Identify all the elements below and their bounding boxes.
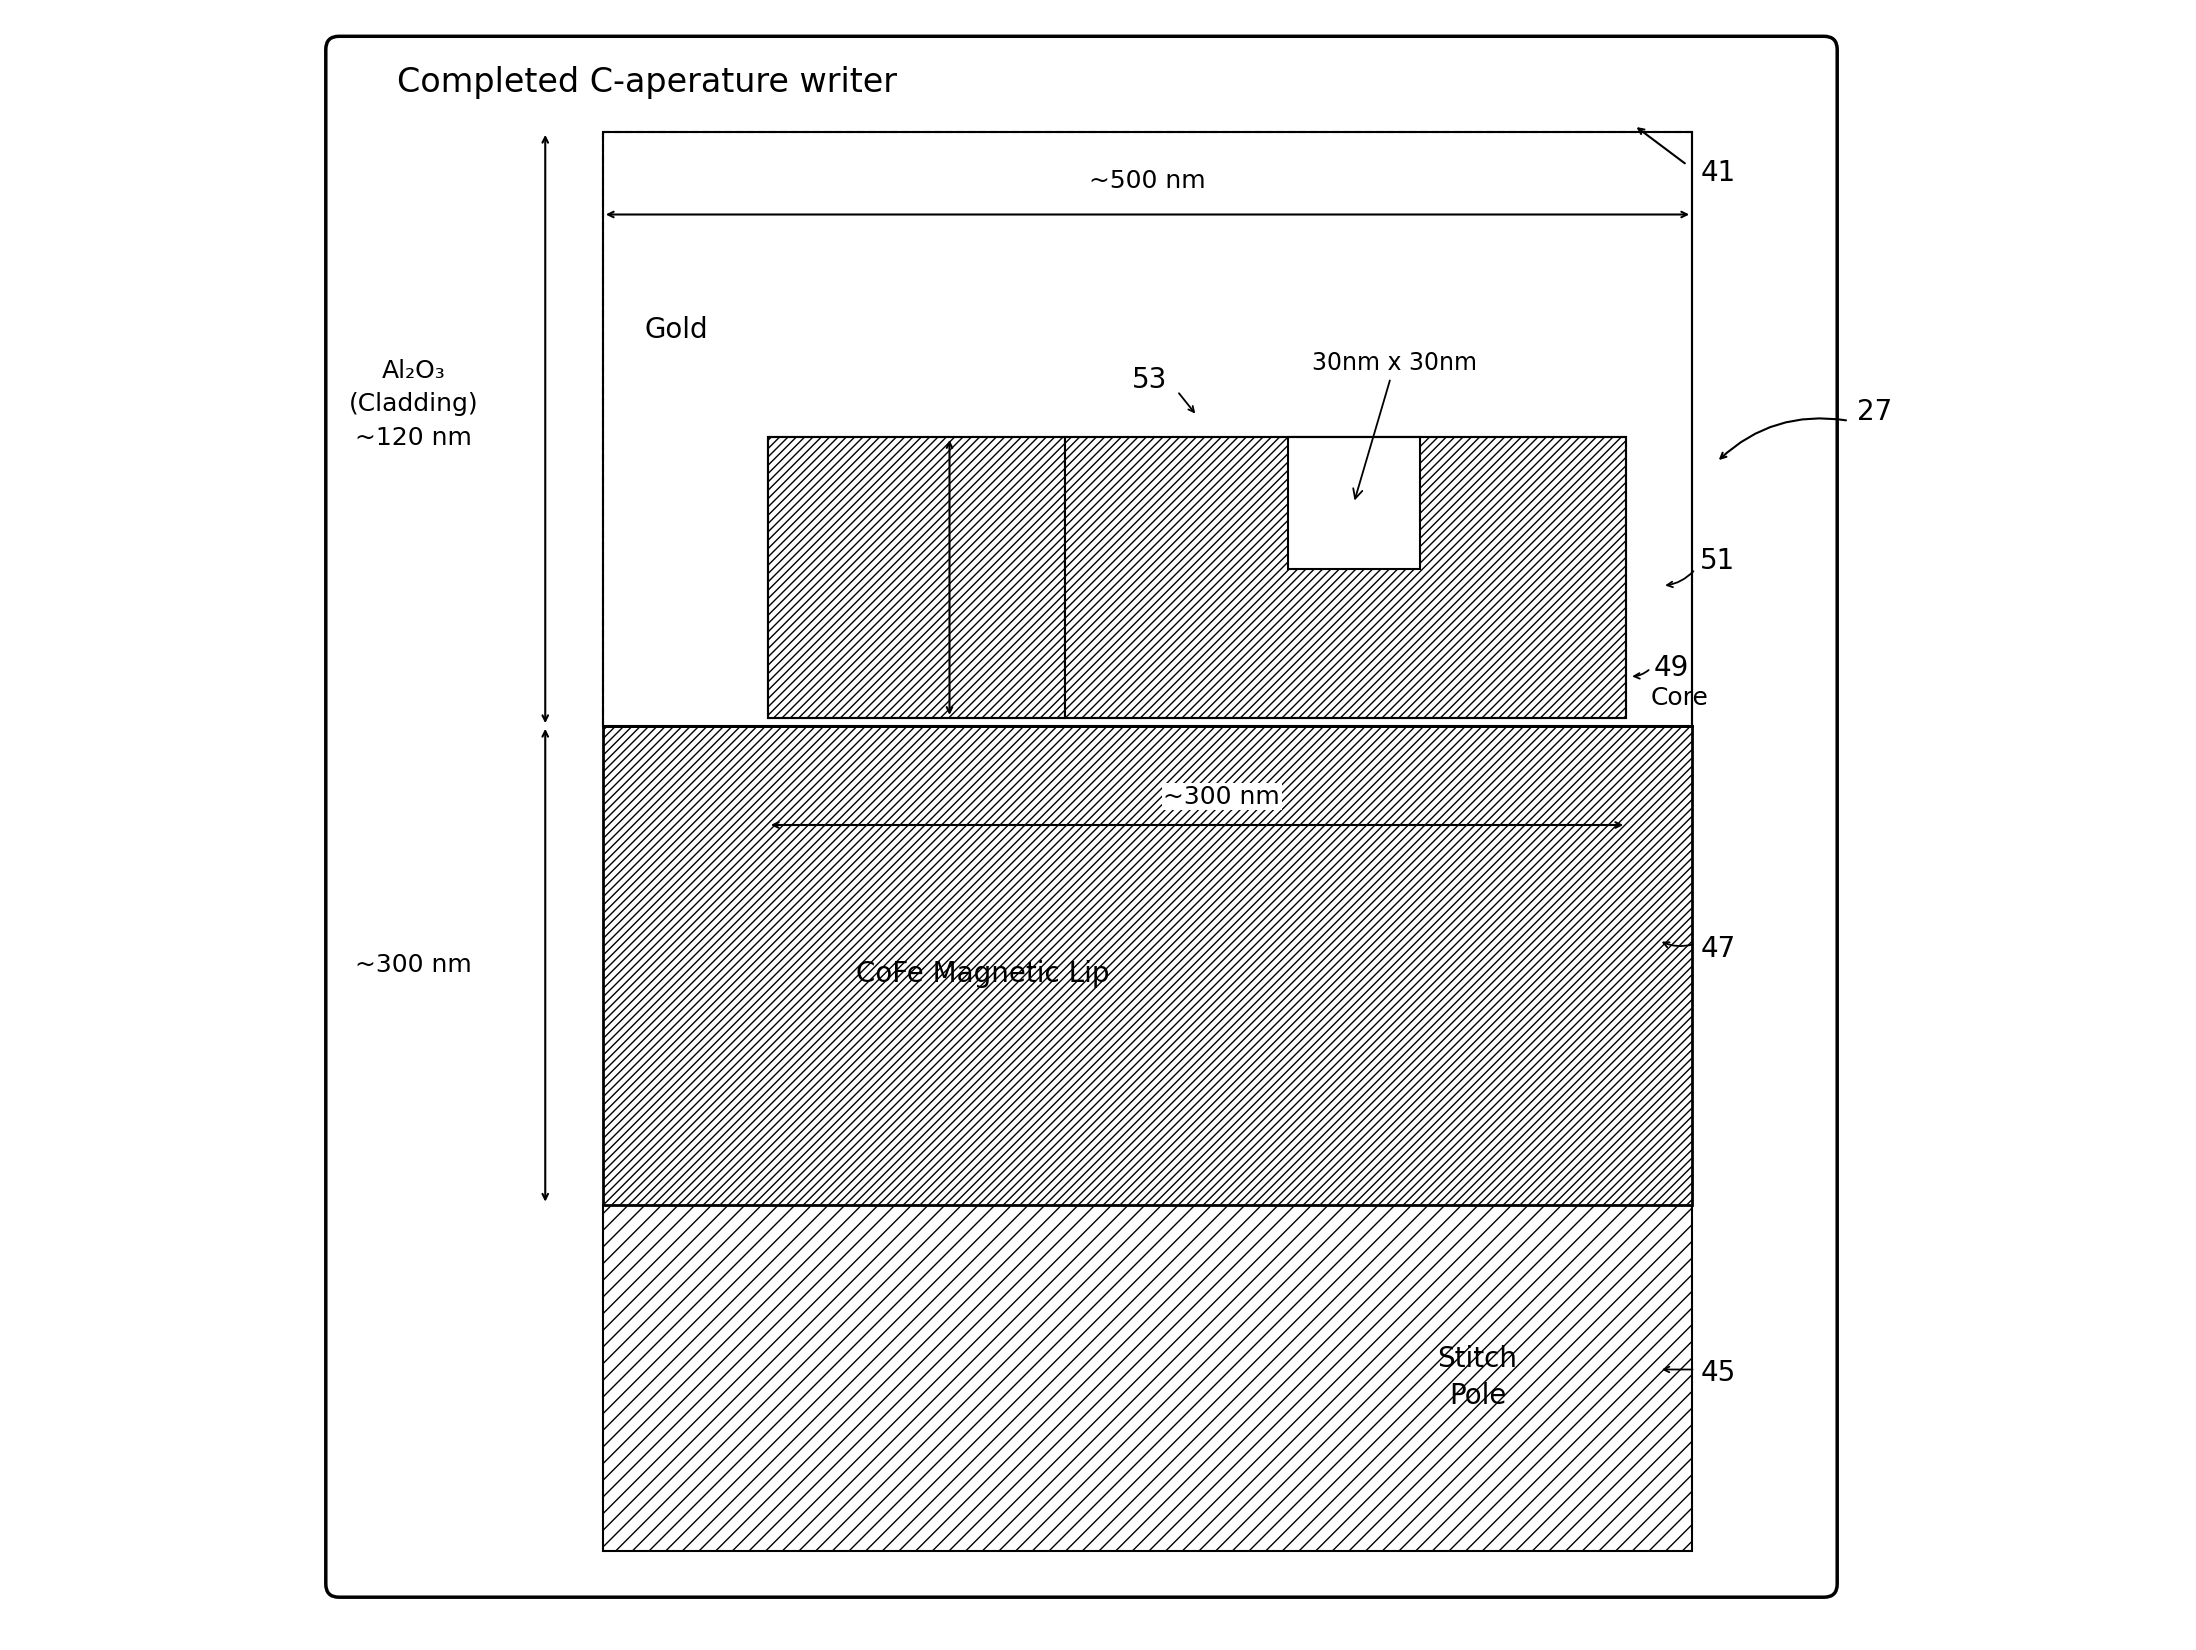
Bar (604, 132, 1691, 726)
Text: 53: 53 (1131, 366, 1168, 393)
Text: ~300 nm: ~300 nm (356, 954, 472, 977)
Text: Completed C-aperature writer: Completed C-aperature writer (397, 66, 896, 99)
Text: SiO₂: SiO₂ (859, 558, 911, 581)
Text: 49: 49 (1654, 655, 1689, 681)
Text: 45: 45 (1700, 1360, 1735, 1386)
Text: 51: 51 (1700, 548, 1735, 574)
Text: Stitch
Pole: Stitch Pole (1438, 1345, 1517, 1411)
Text: Al₂O₃
(Cladding)
~120 nm: Al₂O₃ (Cladding) ~120 nm (349, 358, 479, 450)
Bar (1287, 437, 1421, 569)
Text: 30nm x 30nm: 30nm x 30nm (1313, 351, 1478, 498)
Bar (769, 437, 1625, 718)
Text: ~300 nm: ~300 nm (1164, 784, 1280, 808)
Bar (604, 1204, 1691, 1551)
Text: 60nm: 60nm (975, 566, 1043, 589)
Bar (1065, 437, 1625, 718)
Text: 47: 47 (1700, 936, 1735, 962)
Text: Core: Core (1651, 685, 1708, 710)
Text: ~500 nm: ~500 nm (1089, 168, 1206, 193)
Text: 41: 41 (1700, 160, 1735, 186)
Text: CoFe Magnetic Lip: CoFe Magnetic Lip (856, 960, 1109, 987)
Text: 27: 27 (1858, 399, 1893, 426)
Bar (604, 726, 1691, 1204)
FancyBboxPatch shape (325, 36, 1838, 1597)
Bar (769, 437, 1065, 718)
Text: Gold: Gold (643, 317, 707, 343)
